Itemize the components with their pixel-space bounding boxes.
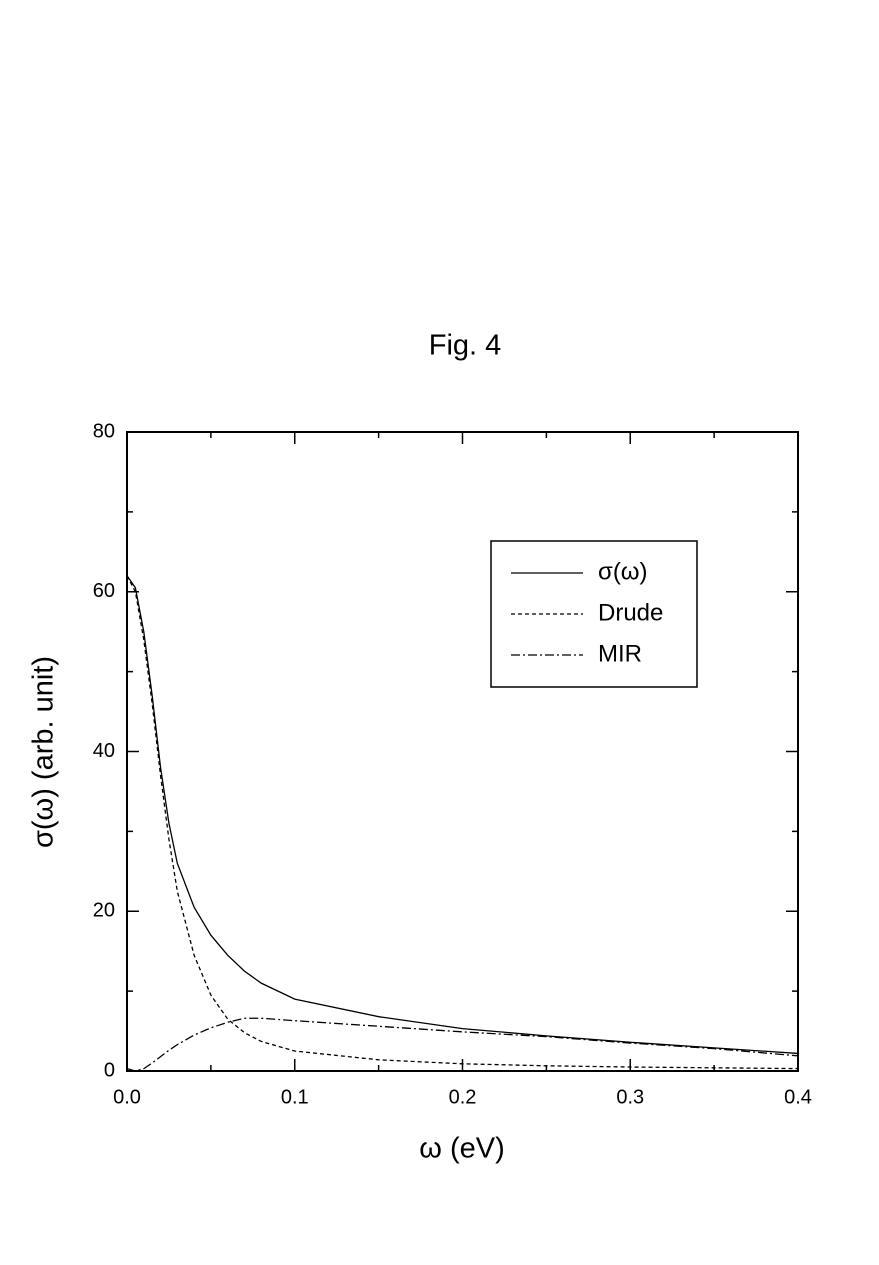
legend-label: MIR xyxy=(598,640,642,667)
legend-label: Drude xyxy=(598,599,663,626)
x-tick-label: 0.4 xyxy=(784,1086,812,1108)
y-axis-label: σ(ω) (arb. unit) xyxy=(28,656,60,848)
x-tick-label: 0.1 xyxy=(281,1086,309,1108)
y-tick-label: 60 xyxy=(93,580,115,602)
y-tick-label: 0 xyxy=(104,1059,115,1081)
x-tick-label: 0.0 xyxy=(113,1086,141,1108)
y-tick-label: 40 xyxy=(93,740,115,762)
chart-title: Fig. 4 xyxy=(429,330,502,362)
plot-frame xyxy=(126,431,799,1072)
x-axis-label: ω (eV) xyxy=(419,1133,505,1165)
data-line xyxy=(126,1017,799,1072)
data-line xyxy=(126,575,799,1055)
legend-label: σ(ω) xyxy=(598,558,648,585)
x-tick-label: 0.3 xyxy=(616,1086,644,1108)
data-line xyxy=(126,575,799,1070)
x-tick-label: 0.2 xyxy=(449,1086,477,1108)
y-tick-label: 80 xyxy=(93,420,115,442)
y-tick-label: 20 xyxy=(93,900,115,922)
